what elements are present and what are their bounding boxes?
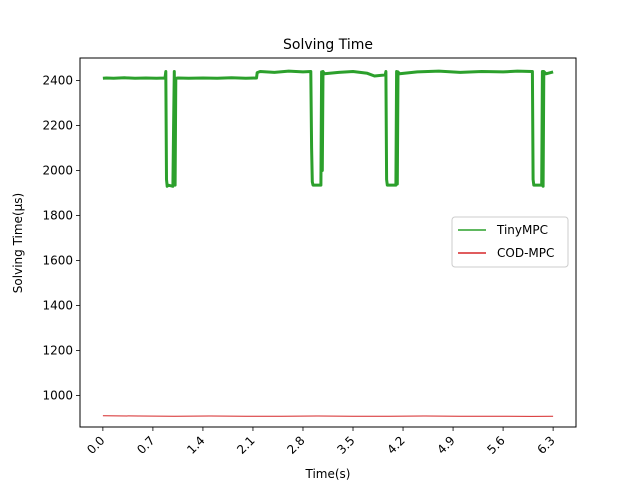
x-axis-title: Time(s) (305, 467, 351, 480)
y-axis: 1000 1200 1400 1600 1800 2000 2200 2400 (42, 74, 80, 403)
y-tick-label: 1200 (42, 344, 73, 358)
y-tick-label: 2400 (42, 74, 73, 88)
plot-frame (79, 57, 577, 428)
x-tick-label: 4.2 (384, 433, 407, 456)
x-tick-label: 0.7 (134, 433, 157, 456)
y-axis-title: Solving Time(μs) (11, 193, 25, 293)
y-tick-label: 1800 (42, 209, 73, 223)
legend-label-tinympc: TinyMPC (496, 223, 548, 237)
y-tick-label: 1000 (42, 389, 73, 403)
x-tick-label: 6.3 (534, 433, 557, 456)
legend-label-cod-mpc: COD-MPC (497, 246, 554, 260)
x-tick-label: 2.8 (284, 433, 307, 456)
x-tick-label: 5.6 (484, 433, 507, 456)
y-tick-label: 1600 (42, 254, 73, 268)
x-tick-label: 0.0 (84, 433, 107, 456)
series-line-cod-mpc (102, 415, 554, 417)
x-tick-label: 2.1 (234, 433, 257, 456)
y-tick-label: 2000 (42, 164, 73, 178)
plot-series (102, 69, 554, 417)
y-tick-label: 1400 (42, 299, 73, 313)
x-axis: 0.0 0.7 1.4 2.1 2.8 3.5 4.2 4.9 5.6 6.3 (84, 427, 558, 457)
legend: TinyMPC COD-MPC (451, 216, 569, 268)
x-tick-label: 4.9 (434, 433, 457, 456)
series-line-tinympc (102, 69, 554, 188)
y-tick-label: 2200 (42, 119, 73, 133)
x-tick-label: 1.4 (184, 433, 207, 456)
x-tick-label: 3.5 (334, 433, 357, 456)
chart-title: Solving Time (283, 37, 373, 53)
